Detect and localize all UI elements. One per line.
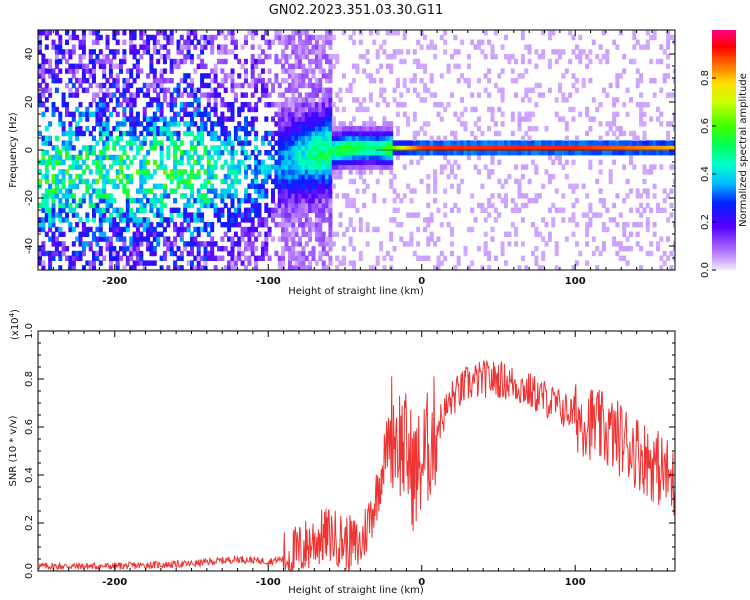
y-tick-label: 40 <box>24 48 35 61</box>
bottom-y-ticks: 0.0 0.2 0.4 0.6 0.8 1.0 <box>24 323 675 579</box>
bottom-x-axis-label: Height of straight line (km) <box>288 585 424 596</box>
y-tick-label: 0.2 <box>24 515 35 531</box>
figure-title: GN02.2023.351.03.30.G11 <box>269 3 444 18</box>
x-tick-label: -100 <box>256 577 281 588</box>
x-tick-label: 0 <box>418 276 425 287</box>
colorbar-tick-label: 0.4 <box>700 166 711 182</box>
colorbar-tick-label: 0.8 <box>700 70 711 86</box>
bottom-x-ticks: -200 -100 0 100 <box>37 331 668 588</box>
colorbar-gradient <box>712 30 736 270</box>
y-tick-label: 0.0 <box>24 563 35 579</box>
colorbar-tick-label: 0.2 <box>700 214 711 230</box>
snr-series-line <box>38 360 675 571</box>
colorbar-ticks: 0.0 0.2 0.4 0.6 0.8 <box>700 70 716 278</box>
x-tick-label: -200 <box>102 276 127 287</box>
x-tick-label: 0 <box>418 577 425 588</box>
colorbar: 0.0 0.2 0.4 0.6 0.8 Normalized spectral ampl… <box>700 30 749 278</box>
bottom-y-axis-label: SNR (10 * v/v) <box>8 415 19 486</box>
y-tick-label: -40 <box>24 238 35 254</box>
y-tick-label: 20 <box>24 96 35 109</box>
colorbar-tick-label: 0.0 <box>700 262 711 278</box>
top-y-axis-label: Frequency (Hz) <box>8 112 19 188</box>
y-scale-multiplier: (x104) <box>8 309 21 340</box>
x-tick-label: -200 <box>102 577 127 588</box>
y-tick-label: -20 <box>24 190 35 206</box>
top-x-axis-label: Height of straight line (km) <box>288 286 424 297</box>
x-tick-label: 100 <box>565 276 586 287</box>
snr-plot: -200 -100 0 100 0.0 0.2 0.4 0.6 0.8 1.0 Height o… <box>8 309 676 596</box>
svg-text:(x104): (x104) <box>8 309 21 340</box>
y-tick-label: 1.0 <box>24 323 35 339</box>
y-tick-label: 0.6 <box>24 419 35 435</box>
spectrogram-cells <box>38 30 675 270</box>
colorbar-label: Normalized spectral amplitude <box>738 73 749 227</box>
top-x-ticks: -200 -100 0 100 <box>37 30 668 287</box>
x-tick-label: 100 <box>565 577 586 588</box>
top-y-ticks: -40 -20 0 20 40 <box>24 29 675 271</box>
y-tick-label: 0.4 <box>24 467 35 483</box>
y-tick-label: 0.8 <box>24 371 35 387</box>
y-tick-label: 0 <box>24 147 35 153</box>
colorbar-tick-label: 0.6 <box>700 118 711 134</box>
x-tick-label: -100 <box>256 276 281 287</box>
